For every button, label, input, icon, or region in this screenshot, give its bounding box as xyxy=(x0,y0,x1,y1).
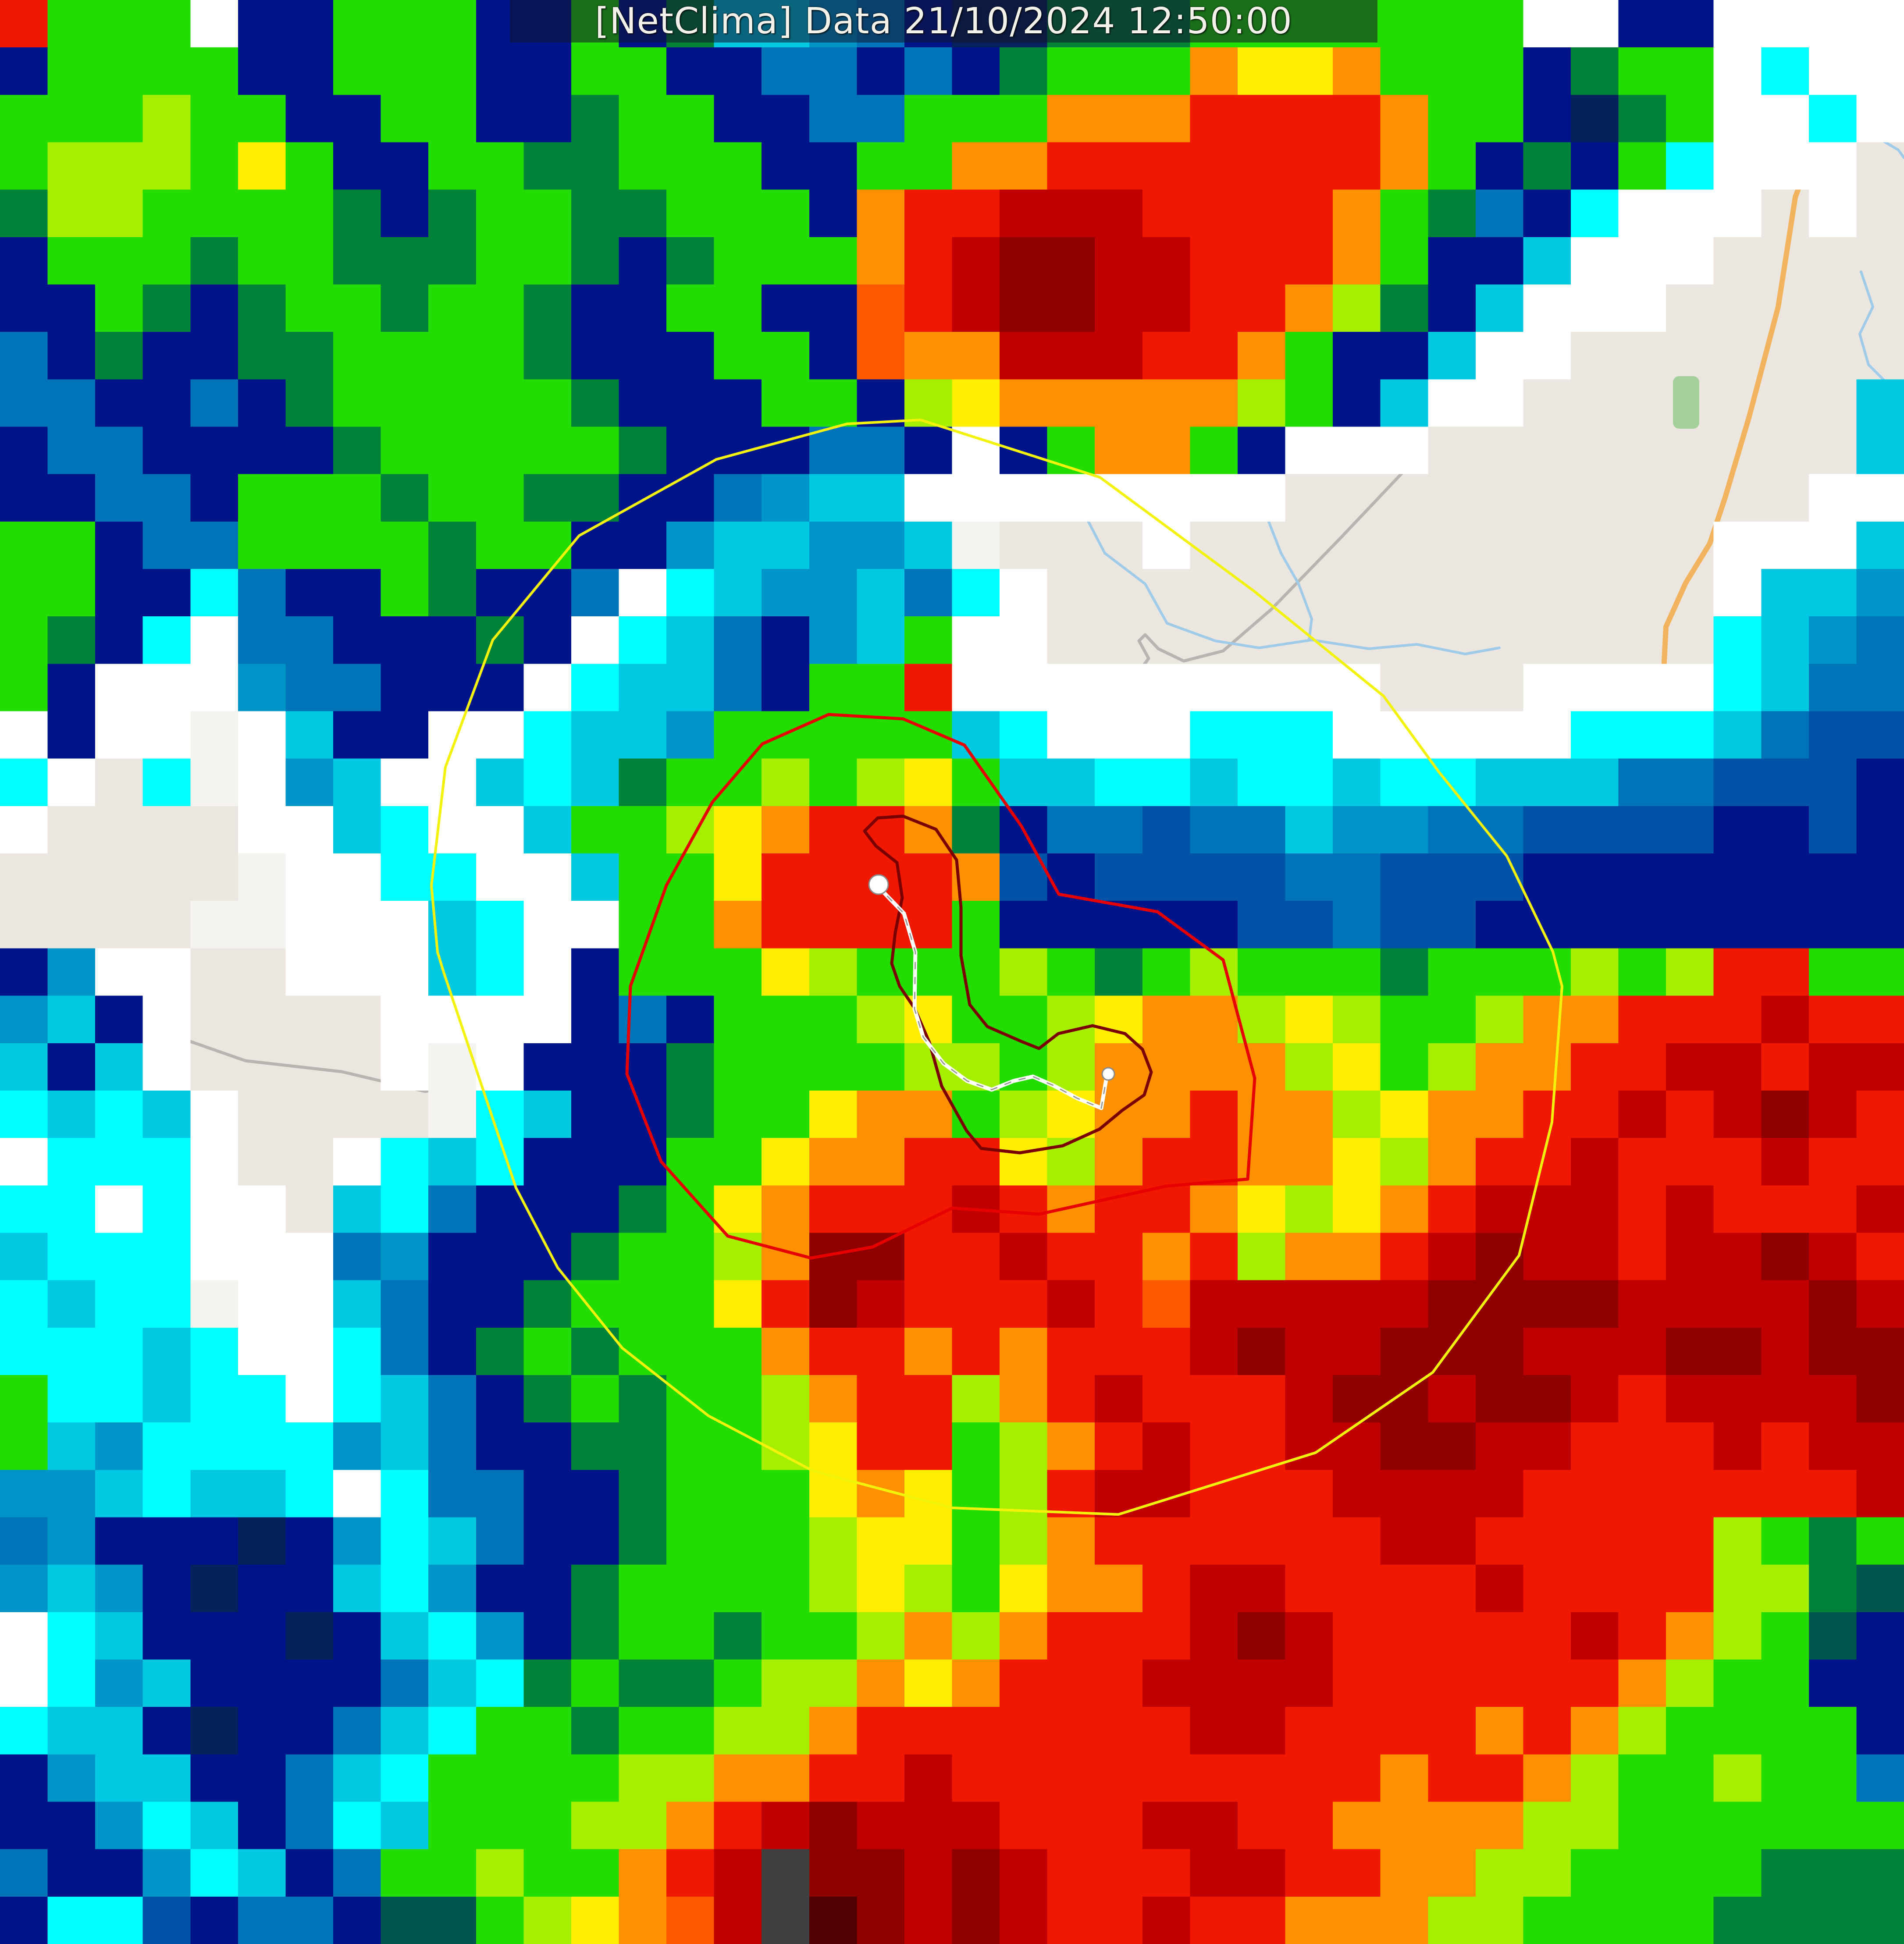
storm-track-white xyxy=(876,882,1109,1110)
storm-track-marker-2 xyxy=(1101,1067,1115,1081)
dark-red-storm-contour xyxy=(863,814,1153,1155)
yellow-range-ring-path xyxy=(430,419,1563,1516)
storm-track-core xyxy=(878,884,1107,1109)
red-storm-contour-path xyxy=(625,713,1256,1260)
yellow-range-ring xyxy=(430,419,1563,1516)
title-bar: [NetClima] Data 21/10/2024 12:50:00 xyxy=(510,0,1377,43)
storm-track-marker-1 xyxy=(868,874,889,895)
red-storm-contour xyxy=(625,713,1256,1260)
storm-track-line xyxy=(868,874,1115,1110)
title-text: [NetClima] Data 21/10/2024 12:50:00 xyxy=(595,0,1292,42)
dark-red-storm-contour-path xyxy=(863,814,1153,1155)
